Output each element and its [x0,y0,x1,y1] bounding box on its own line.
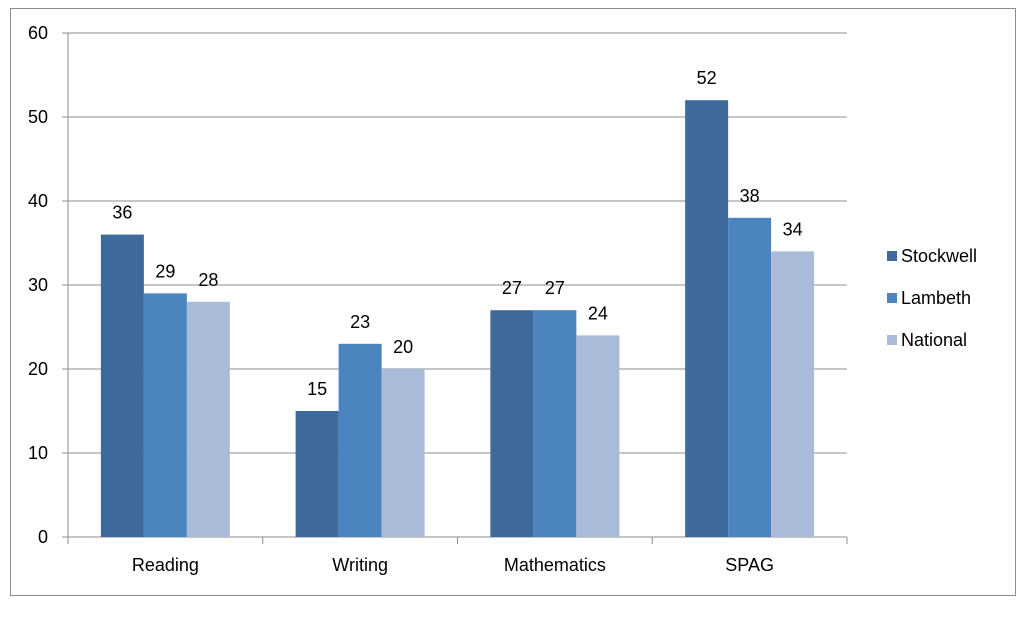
y-tick-label: 30 [28,275,48,295]
bar-national-spag [771,251,815,537]
legend-label-stockwell: Stockwell [901,246,977,266]
data-label: 27 [502,278,522,298]
legend-label-national: National [901,330,967,350]
bar-stockwell-mathematics [490,310,534,537]
data-labels: 36 29 28 15 23 20 27 27 24 52 38 34 [112,68,802,399]
data-label: 27 [545,278,565,298]
data-label: 52 [697,68,717,88]
data-label: 24 [588,303,608,323]
y-tick-label: 0 [38,527,48,547]
data-label: 20 [393,337,413,357]
data-label: 15 [307,379,327,399]
x-category-label: Reading [132,555,199,575]
bar-national-writing [381,369,425,537]
bar-lambeth-writing [338,343,382,537]
legend-label-lambeth: Lambeth [901,288,971,308]
y-tick-label: 10 [28,443,48,463]
data-label: 38 [740,186,760,206]
bar-stockwell-spag [685,100,729,537]
y-tick-label: 40 [28,191,48,211]
legend-swatch-national [887,335,897,345]
data-label: 29 [155,261,175,281]
data-label: 28 [198,270,218,290]
bar-lambeth-reading [143,293,187,537]
data-label: 34 [783,219,803,239]
y-tick-label: 60 [28,23,48,43]
x-category-label: Mathematics [504,555,606,575]
bars [100,100,815,538]
y-tick-label: 50 [28,107,48,127]
bar-stockwell-writing [295,411,339,537]
x-category-label: Writing [332,555,388,575]
bar-lambeth-mathematics [533,310,577,537]
y-tick-label: 20 [28,359,48,379]
legend: Stockwell Lambeth National [887,246,977,350]
bar-stockwell-reading [100,234,144,537]
bar-lambeth-spag [728,217,772,538]
legend-swatch-lambeth [887,293,897,303]
bar-national-mathematics [576,335,620,537]
bar-national-reading [186,301,230,537]
data-label: 23 [350,312,370,332]
legend-swatch-stockwell [887,251,897,261]
data-label: 36 [112,203,132,223]
x-category-label: SPAG [725,555,774,575]
